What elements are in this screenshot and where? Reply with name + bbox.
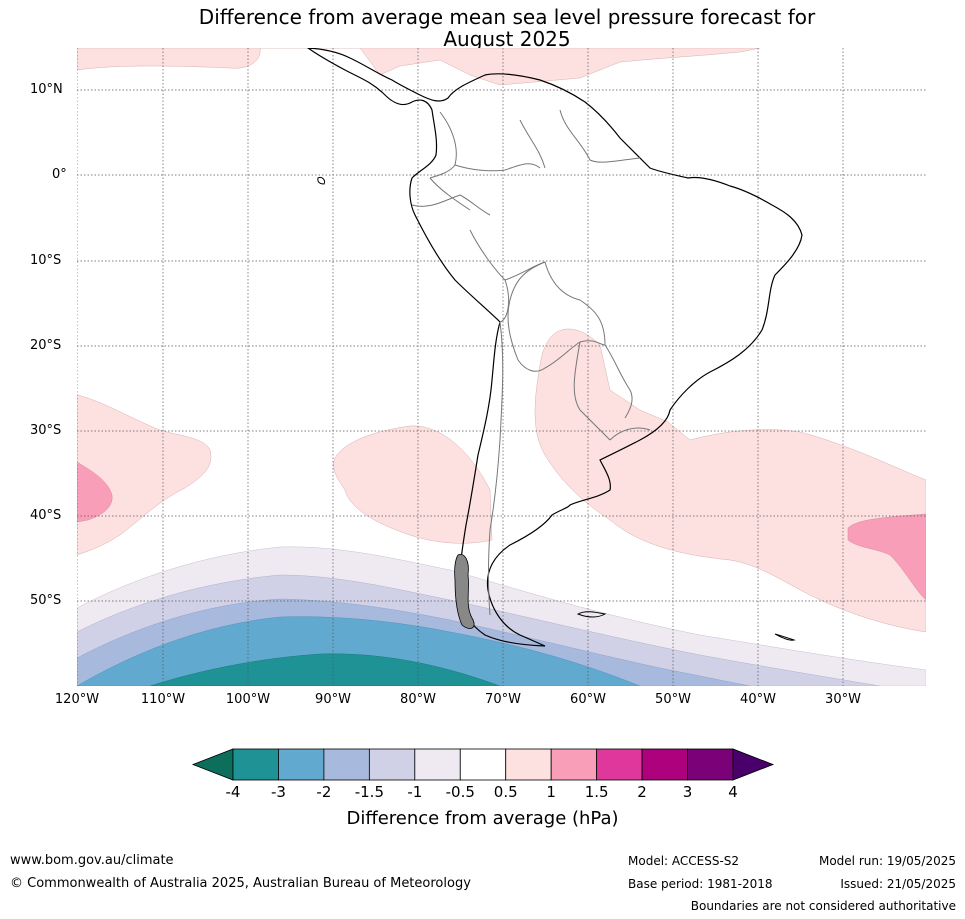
title-line-1: Difference from average mean sea level p… xyxy=(198,5,816,29)
falkland-islands xyxy=(576,611,607,618)
boundaries-disclaimer: Boundaries are not considered authoritat… xyxy=(690,899,956,913)
lon-label-100w: 100°W xyxy=(225,692,271,707)
colorbar-tick-label: 2 xyxy=(637,783,647,801)
anomaly-region-north xyxy=(77,48,761,86)
south-america-coastline xyxy=(306,48,803,647)
title-line-2: August 2025 xyxy=(443,27,571,51)
model-run-date: Model run: 19/05/2025 xyxy=(818,854,956,868)
colorbar-tick-label: 3 xyxy=(682,783,693,801)
anomaly-band-neg3 xyxy=(149,653,501,686)
lat-label-30s: 30°S xyxy=(30,423,62,438)
colorbar-tick-label: 4 xyxy=(728,783,738,801)
model-name: Model: ACCESS-S2 xyxy=(628,854,740,868)
base-period: Base period: 1981-2018 xyxy=(628,877,773,891)
colorbar-tick-label: -3 xyxy=(270,783,286,801)
lat-label-40s: 40°S xyxy=(30,508,62,523)
colorbar-tick-label: -1 xyxy=(407,783,423,801)
lon-label-90w: 90°W xyxy=(315,692,351,707)
lon-label-50w: 50°W xyxy=(655,692,691,707)
colorbar-tick-label: 0.5 xyxy=(493,783,518,801)
copyright-text: © Commonwealth of Australia 2025, Austra… xyxy=(10,876,471,891)
anomaly-region-east xyxy=(534,328,926,633)
lon-label-60w: 60°W xyxy=(570,692,606,707)
lat-label-20s: 20°S xyxy=(30,338,62,353)
anomaly-region-central xyxy=(333,425,493,544)
lon-label-30w: 30°W xyxy=(825,692,861,707)
lat-label-50s: 50°S xyxy=(30,593,62,608)
colorbar-tick-label: 1.5 xyxy=(584,783,609,801)
colorbar-tick-label: 1 xyxy=(546,783,556,801)
country-borders xyxy=(411,109,651,616)
anomaly-core-west xyxy=(77,461,113,523)
map-title: Difference from average mean sea level p… xyxy=(0,6,965,50)
lat-label-10s: 10°S xyxy=(30,253,62,268)
galapagos-islands xyxy=(317,177,325,185)
colorbar-tick-label: -2 xyxy=(316,783,332,801)
graticule xyxy=(77,48,926,686)
colorbar-tick-label: -0.5 xyxy=(445,783,475,801)
lat-label-10n: 10°N xyxy=(30,82,63,97)
lon-label-70w: 70°W xyxy=(485,692,521,707)
south-georgia xyxy=(774,633,796,641)
anomaly-region-west xyxy=(77,394,212,556)
lon-label-110w: 110°W xyxy=(140,692,186,707)
lon-label-40w: 40°W xyxy=(740,692,776,707)
lon-label-120w: 120°W xyxy=(54,692,100,707)
lat-label-0: 0° xyxy=(52,167,67,182)
colorbar-title: Difference from average (hPa) xyxy=(346,808,619,829)
lon-label-80w: 80°W xyxy=(400,692,436,707)
chile-archipelago xyxy=(454,553,475,629)
colorbar-tick-label: -4 xyxy=(225,783,241,801)
colorbar-tick-label: -1.5 xyxy=(354,783,384,801)
anomaly-core-east xyxy=(847,513,926,601)
issued-date: Issued: 21/05/2025 xyxy=(840,877,956,891)
website-link[interactable]: www.bom.gov.au/climate xyxy=(10,853,174,868)
